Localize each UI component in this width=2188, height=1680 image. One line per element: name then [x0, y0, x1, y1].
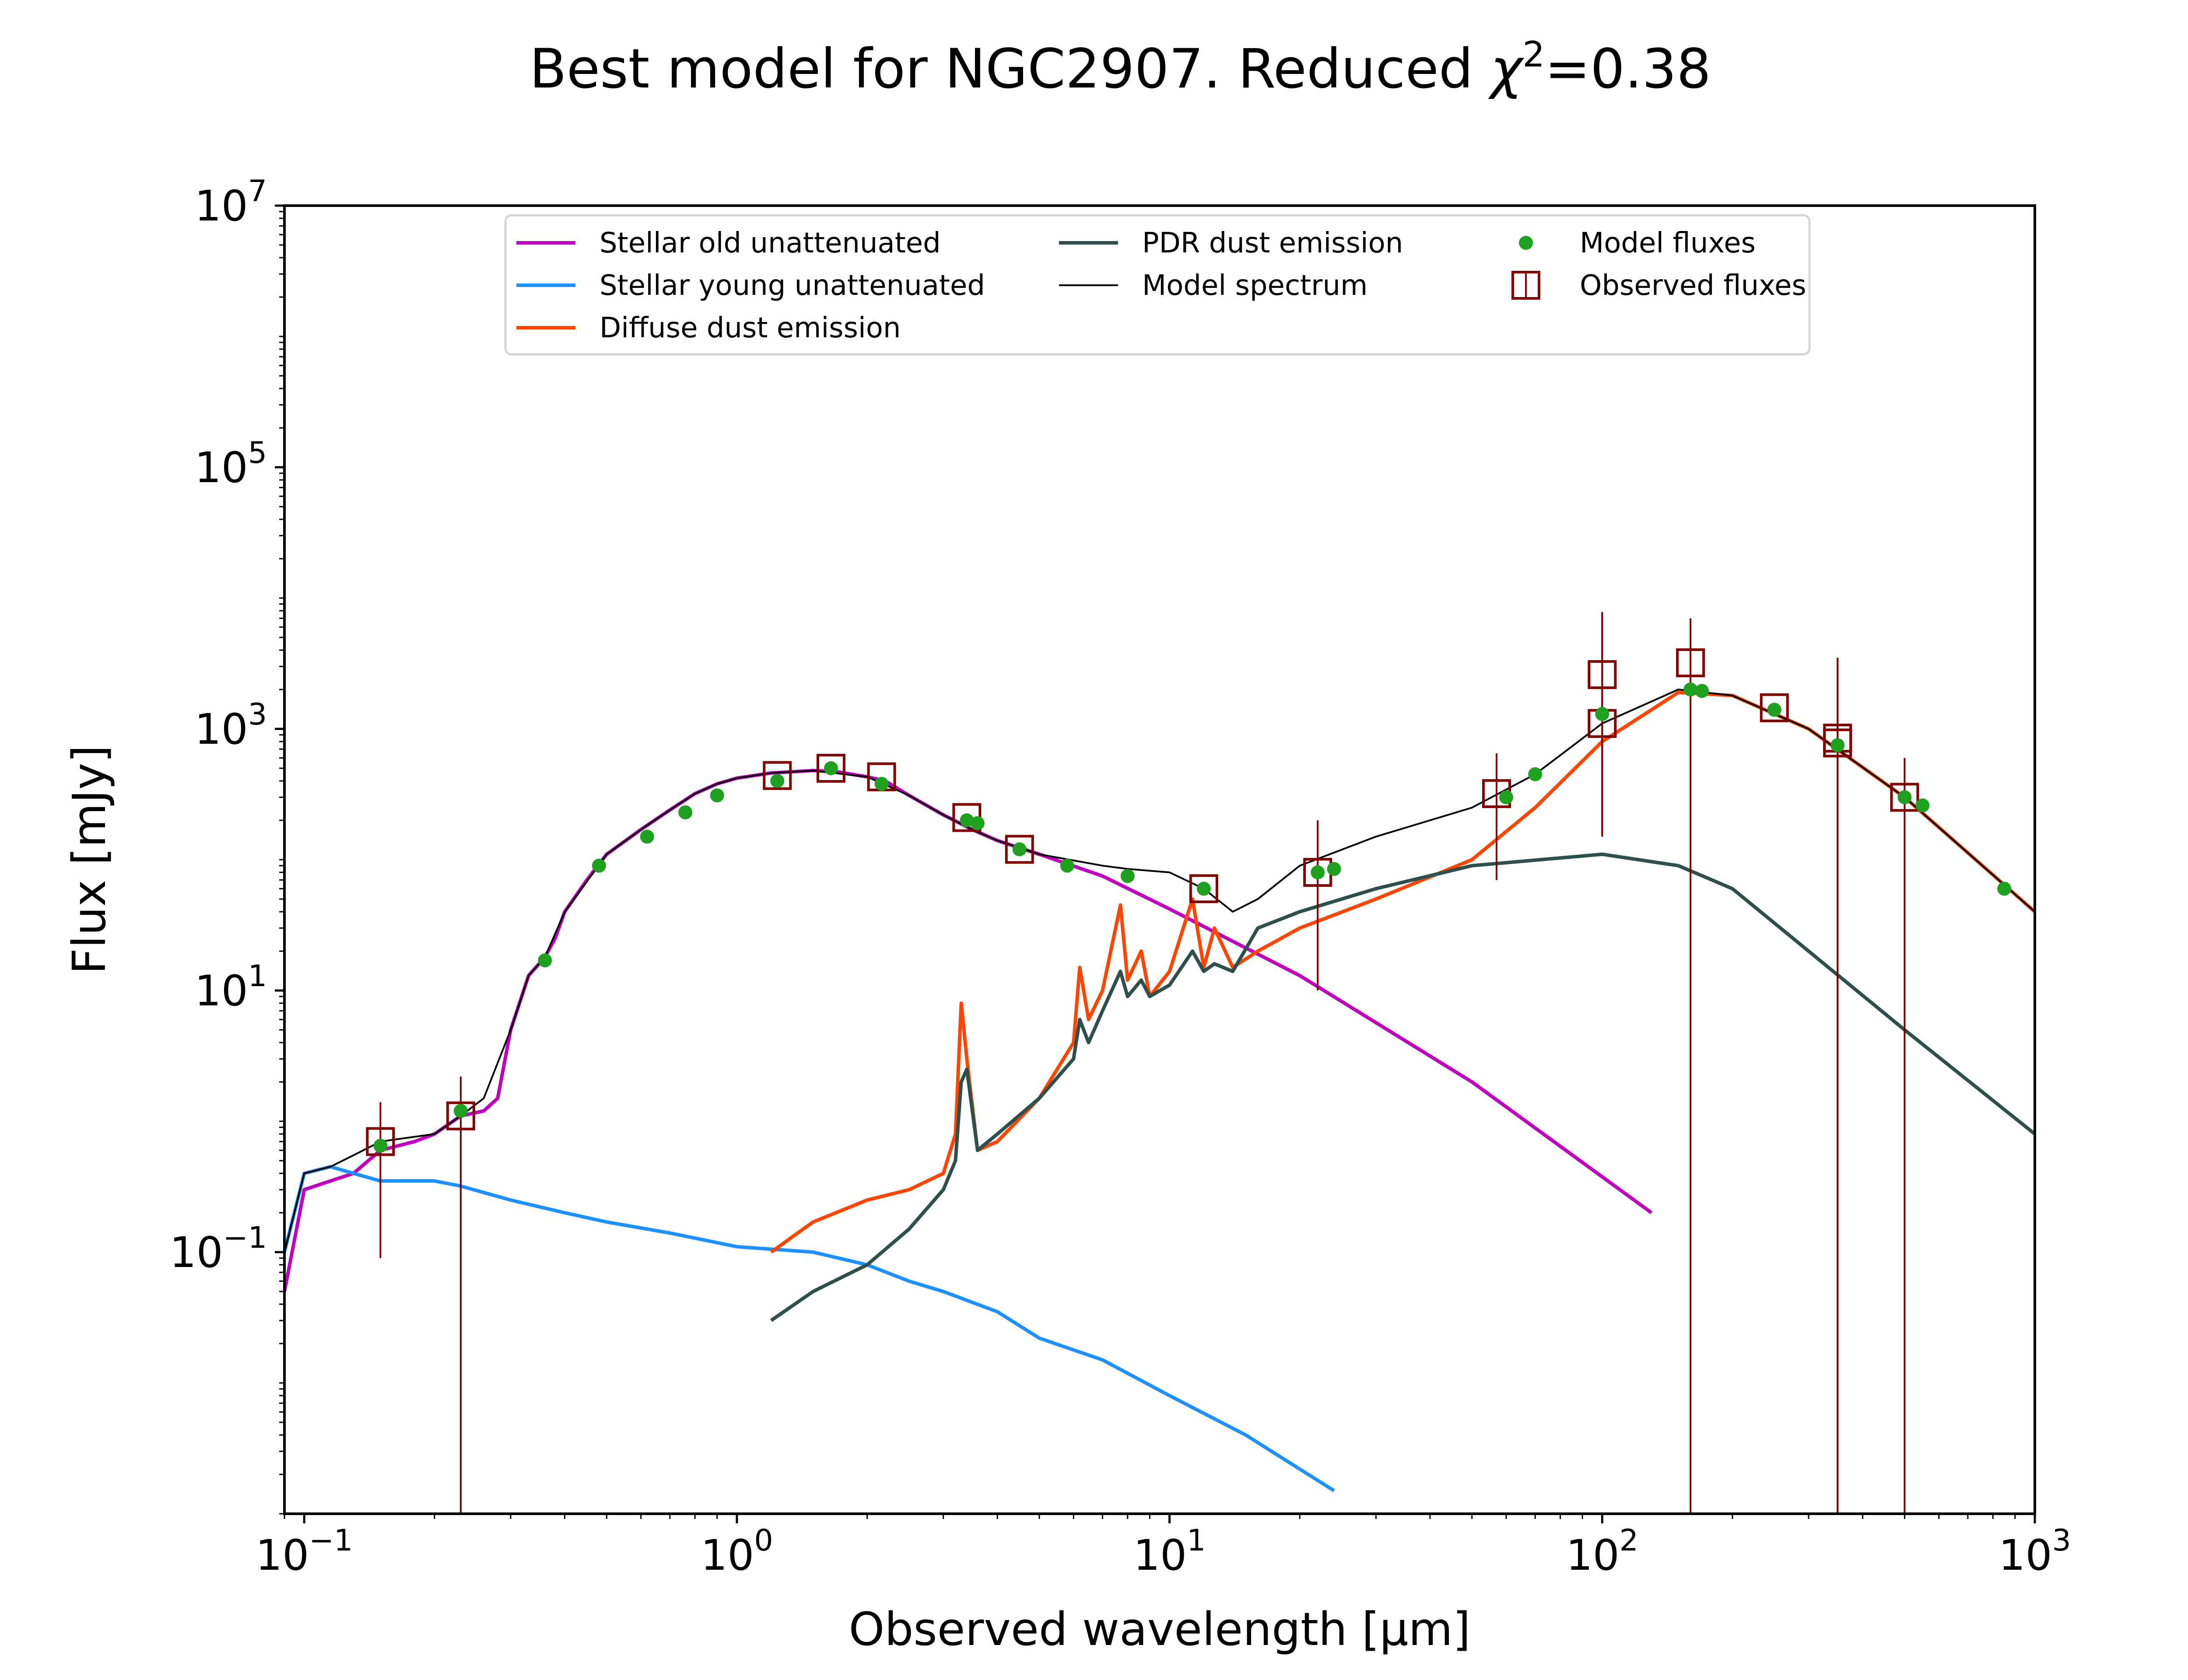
model-flux-point — [960, 813, 974, 827]
y-tick-label: 101 — [195, 959, 267, 1015]
observed-flux-point — [1005, 835, 1034, 864]
model-flux-point — [453, 1104, 468, 1118]
legend-box — [504, 214, 1811, 356]
legend: Stellar old unattenuated Stellar young un… — [504, 214, 1811, 356]
observed-flux-point — [1760, 693, 1789, 722]
model-flux-point — [1695, 684, 1709, 698]
observed-flux-point — [1823, 728, 1852, 758]
observed-flux-point — [366, 1127, 395, 1156]
x-tick-label: 100 — [701, 1523, 773, 1580]
model-flux-point — [710, 788, 724, 803]
model-flux-point — [1830, 738, 1845, 752]
model-flux-point — [592, 858, 606, 873]
model-flux-point — [1196, 882, 1211, 896]
observed-flux-point — [763, 761, 792, 790]
chart-title: Best model for NGC2907. Reduced χ2=0.38 — [529, 34, 1711, 101]
model-flux-point — [1897, 790, 1912, 805]
model-flux-point — [1012, 842, 1027, 857]
legend-item-stellar-young-unattenuated: Stellar young unattenuated — [516, 270, 985, 302]
y-axis-label: Flux [mJy] — [63, 745, 116, 974]
observed-flux-point — [1890, 783, 1919, 812]
legend-label: Diffuse dust emission — [600, 312, 901, 344]
legend-item-diffuse-dust-emission: Diffuse dust emission — [516, 312, 901, 344]
model-flux-point — [1767, 703, 1781, 717]
chart-title-prefix: Best model for NGC2907. Reduced — [529, 38, 1490, 101]
model-flux-point — [640, 830, 654, 844]
y-tick-label: 105 — [195, 436, 267, 492]
model-flux-point — [970, 816, 985, 830]
model-flux-point — [1499, 790, 1513, 805]
y-tick-label: 10−1 — [170, 1221, 267, 1277]
model-flux-point — [1120, 869, 1135, 883]
model-flux-point — [1915, 798, 1930, 812]
model-flux-point — [1327, 862, 1341, 876]
model-flux-point — [1595, 707, 1609, 721]
model-flux-point — [678, 805, 693, 819]
model-flux-point — [770, 774, 785, 788]
legend-item-pdr-dust-emission: PDR dust emission — [1059, 227, 1403, 259]
observed-flux-point — [816, 754, 845, 783]
observed-flux-point — [1588, 660, 1617, 689]
legend-item-model-fluxes: Model fluxes — [1519, 227, 1756, 259]
observed-flux-point — [1189, 874, 1218, 903]
model-flux-point — [1311, 865, 1325, 879]
x-tick-label: 103 — [1999, 1523, 2071, 1580]
series-diffuse-dust-emission — [770, 690, 2035, 1254]
observed-flux-point — [446, 1101, 475, 1130]
model-flux-point — [373, 1138, 388, 1153]
series-stellar-young-unattenuated — [284, 1165, 1335, 1492]
chart-title-chi: χ — [1488, 38, 1525, 101]
model-flux-point — [1528, 767, 1543, 781]
legend-label: Model spectrum — [1142, 270, 1368, 302]
model-flux-point — [1683, 682, 1698, 696]
legend-label: Observed fluxes — [1580, 270, 1806, 302]
x-tick-label: 10−1 — [256, 1523, 353, 1580]
series-pdr-dust-emission — [770, 852, 2035, 1322]
legend-item-observed-fluxes: Observed fluxes — [1511, 270, 1806, 302]
x-tick-label: 101 — [1133, 1523, 1206, 1580]
legend-label: Stellar young unattenuated — [600, 270, 985, 302]
model-flux-point — [874, 777, 889, 791]
model-flux-point — [824, 761, 838, 776]
legend-item-model-spectrum: Model spectrum — [1059, 270, 1368, 302]
legend-label: Model fluxes — [1580, 227, 1756, 259]
legend-label: PDR dust emission — [1142, 227, 1403, 259]
model-flux-point — [538, 953, 552, 968]
y-tick-label: 103 — [195, 697, 267, 754]
chart-title-suffix: =0.38 — [1545, 38, 1711, 101]
model-flux-point — [1060, 858, 1074, 873]
x-tick-label: 102 — [1566, 1523, 1638, 1580]
y-tick-label: 107 — [195, 174, 267, 231]
legend-swatch — [1519, 236, 1533, 250]
observed-flux-point — [1676, 648, 1705, 677]
series-model-spectrum — [284, 689, 2035, 1253]
legend-item-stellar-old-unattenuated: Stellar old unattenuated — [516, 227, 941, 259]
model-flux-point — [1997, 882, 2012, 896]
axes: 10−1 100 101 102 103 10−1 101 103 105 107 — [170, 174, 2071, 1580]
x-axis-label: Observed wavelength [μm] — [849, 1603, 1471, 1656]
chart-title-sup: 2 — [1522, 34, 1545, 75]
plot-area — [284, 612, 2035, 1514]
legend-label: Stellar old unattenuated — [600, 227, 941, 259]
